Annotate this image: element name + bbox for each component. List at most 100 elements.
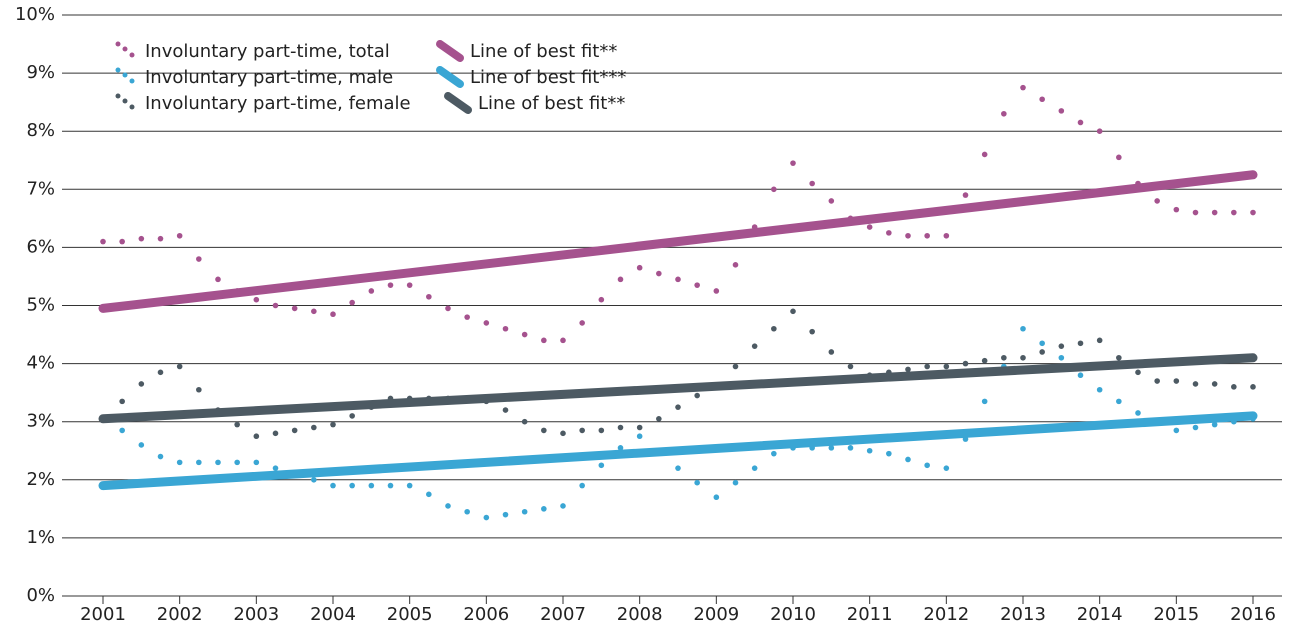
data-dot — [311, 477, 317, 483]
data-dot — [675, 465, 681, 471]
data-dot — [119, 398, 125, 405]
data-dot — [1077, 372, 1084, 379]
x-tick-label: 2005 — [387, 604, 433, 625]
data-dot — [119, 238, 125, 245]
legend-label: Involuntary part-time, total — [145, 41, 390, 62]
data-dot — [272, 302, 279, 309]
data-dot — [1020, 354, 1026, 361]
data-dot — [905, 366, 911, 373]
data-dot — [502, 407, 509, 413]
data-dot — [771, 325, 777, 332]
legend-swatch — [444, 92, 472, 114]
data-dot — [636, 433, 643, 440]
data-dot — [253, 296, 260, 303]
y-tick-label: 5% — [26, 295, 55, 316]
data-dot — [1192, 381, 1199, 387]
data-dot — [943, 232, 950, 239]
data-dot — [521, 331, 528, 338]
data-dot — [253, 459, 260, 466]
data-dot — [790, 308, 796, 315]
legend-label: Line of best fit*** — [470, 67, 626, 88]
data-dot — [598, 462, 605, 469]
data-dot — [924, 462, 930, 469]
data-dot — [675, 404, 681, 410]
legend-swatch — [129, 52, 135, 58]
data-dot — [560, 503, 566, 509]
data-dot — [656, 415, 662, 422]
legend-swatch — [122, 98, 128, 104]
data-dot — [598, 296, 605, 303]
data-dot — [828, 349, 835, 355]
data-dot — [617, 445, 624, 451]
data-dot — [234, 421, 240, 428]
data-dot — [981, 357, 988, 364]
data-dot — [157, 453, 164, 460]
data-dot — [138, 235, 145, 242]
data-dot — [100, 238, 106, 245]
data-dot — [866, 224, 873, 230]
y-tick-label: 9% — [26, 62, 55, 83]
data-dot — [828, 445, 835, 451]
data-dot — [675, 276, 681, 283]
data-dot — [196, 256, 202, 262]
data-dot — [636, 424, 643, 431]
legend-swatch — [129, 104, 135, 110]
data-dot — [790, 160, 796, 166]
data-dot — [694, 479, 700, 486]
x-tick-label: 2004 — [310, 604, 356, 625]
data-dot — [196, 386, 202, 393]
data-dot — [426, 293, 432, 300]
data-dot — [1116, 154, 1122, 161]
data-dot — [886, 230, 892, 236]
data-dot — [962, 360, 969, 367]
x-tick-label: 2003 — [233, 604, 279, 625]
data-dot — [962, 192, 969, 198]
data-dot — [502, 325, 509, 332]
legend-swatch — [115, 41, 121, 47]
data-dot — [560, 337, 566, 344]
data-dot — [1039, 96, 1045, 103]
y-tick-label: 6% — [26, 236, 55, 257]
legend-swatch — [115, 93, 121, 99]
data-dot — [176, 459, 183, 466]
legend-swatch — [122, 72, 128, 78]
data-dot — [541, 427, 547, 434]
y-tick-label: 7% — [26, 178, 55, 199]
y-tick-label: 4% — [26, 353, 55, 374]
data-dot — [1250, 209, 1256, 216]
data-dot — [732, 363, 739, 370]
data-dot — [1058, 354, 1065, 361]
x-tick-label: 2001 — [80, 604, 126, 625]
data-dot — [1231, 209, 1237, 216]
data-dot — [1039, 340, 1045, 347]
data-dot — [771, 186, 777, 193]
data-dot — [617, 276, 624, 283]
data-dot — [464, 314, 470, 320]
data-dot — [1173, 378, 1180, 384]
data-dot — [483, 320, 490, 326]
data-dot — [1211, 209, 1218, 216]
data-dot — [732, 479, 739, 486]
data-dot — [924, 232, 930, 239]
data-dot — [886, 450, 892, 457]
data-dot — [1211, 381, 1218, 387]
data-dot — [176, 363, 183, 370]
data-dot — [330, 482, 336, 489]
y-tick-label: 3% — [26, 411, 55, 432]
data-dot — [771, 450, 777, 457]
legend-swatch — [129, 78, 135, 84]
data-dot — [943, 465, 950, 471]
data-dot — [541, 506, 547, 512]
data-dot — [406, 482, 413, 489]
data-dot — [291, 305, 298, 312]
data-dot — [1154, 198, 1160, 204]
y-tick-label: 0% — [26, 585, 55, 606]
data-dot — [1020, 325, 1026, 332]
data-dot — [579, 482, 585, 489]
data-dot — [1135, 410, 1141, 416]
data-dot — [215, 459, 221, 466]
data-dot — [387, 482, 394, 489]
data-dot — [502, 511, 509, 518]
data-dot — [636, 264, 643, 271]
data-dot — [1173, 206, 1180, 213]
